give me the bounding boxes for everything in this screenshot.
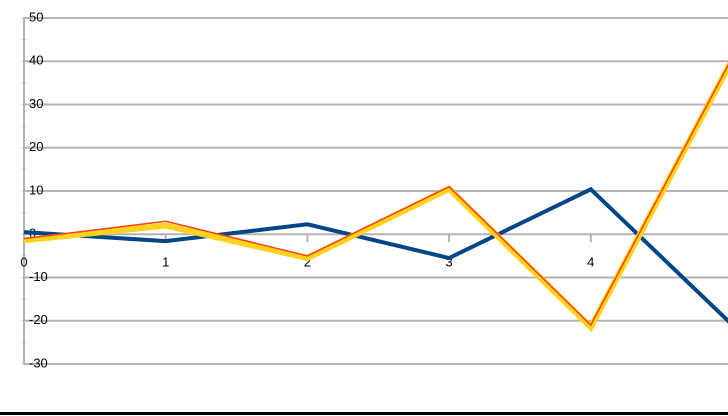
y-tick-label: -10 [29,269,48,284]
y-tick-label: -20 [29,312,48,327]
y-tick-label: 50 [29,9,43,24]
y-tick-label: 20 [29,139,43,154]
y-tick-label: 40 [29,53,43,68]
y-tick-label: -30 [29,355,48,370]
x-tick-label: 0 [20,255,27,270]
series-line [23,186,728,324]
x-tick-label: 3 [445,255,452,270]
x-tick-label: 2 [304,255,311,270]
series-line [23,61,728,333]
series-line [23,63,728,327]
y-tick-label: 30 [29,96,43,111]
x-tick-label: 4 [587,255,594,270]
x-tick-label: 1 [162,255,169,270]
y-tick-label: 10 [29,182,43,197]
